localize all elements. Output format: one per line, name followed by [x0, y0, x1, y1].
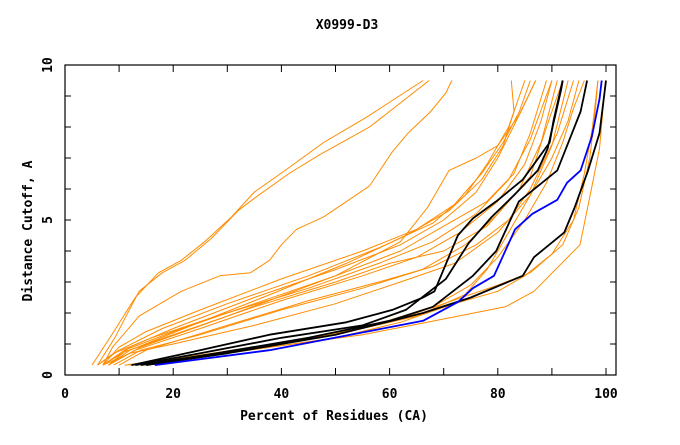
x-tick-label: 80: [490, 387, 506, 402]
series-lines: [91, 80, 607, 366]
series-line-m1: [102, 80, 531, 366]
series-line-m7: [102, 80, 558, 366]
series-line-m10: [102, 80, 569, 366]
y-tick-label: 5: [41, 216, 56, 224]
series-line-k2: [135, 80, 564, 366]
series-line-m3: [107, 80, 537, 366]
series-line-k1: [131, 80, 564, 366]
series-line-k4: [145, 80, 607, 366]
axis-ticks: 0 20 40 60 80 100 0 5 10: [41, 57, 618, 402]
series-line-b1: [154, 80, 603, 366]
series-line-m8: [108, 80, 553, 366]
series-line-m12: [118, 80, 574, 366]
x-tick-label: 100: [594, 387, 618, 402]
chart-title: X0999-D3: [316, 18, 379, 33]
series-line-k3: [140, 80, 588, 366]
series-line-o2: [97, 80, 430, 366]
plot-frame: [64, 64, 617, 376]
x-tick-label: 20: [165, 387, 181, 402]
x-tick-label: 0: [61, 387, 69, 402]
x-axis-label: Percent of Residues (CA): [240, 409, 428, 424]
series-line-m11: [108, 80, 537, 366]
y-tick-label: 10: [41, 57, 56, 73]
y-axis-label: Distance Cutoff, A: [21, 160, 36, 301]
x-tick-label: 60: [382, 387, 398, 402]
series-line-o3: [102, 80, 453, 366]
series-line-m9: [113, 80, 564, 366]
y-tick-label: 0: [41, 371, 56, 379]
series-line-o1: [91, 80, 424, 366]
x-tick-label: 40: [274, 387, 290, 402]
series-line-m5: [97, 80, 553, 366]
